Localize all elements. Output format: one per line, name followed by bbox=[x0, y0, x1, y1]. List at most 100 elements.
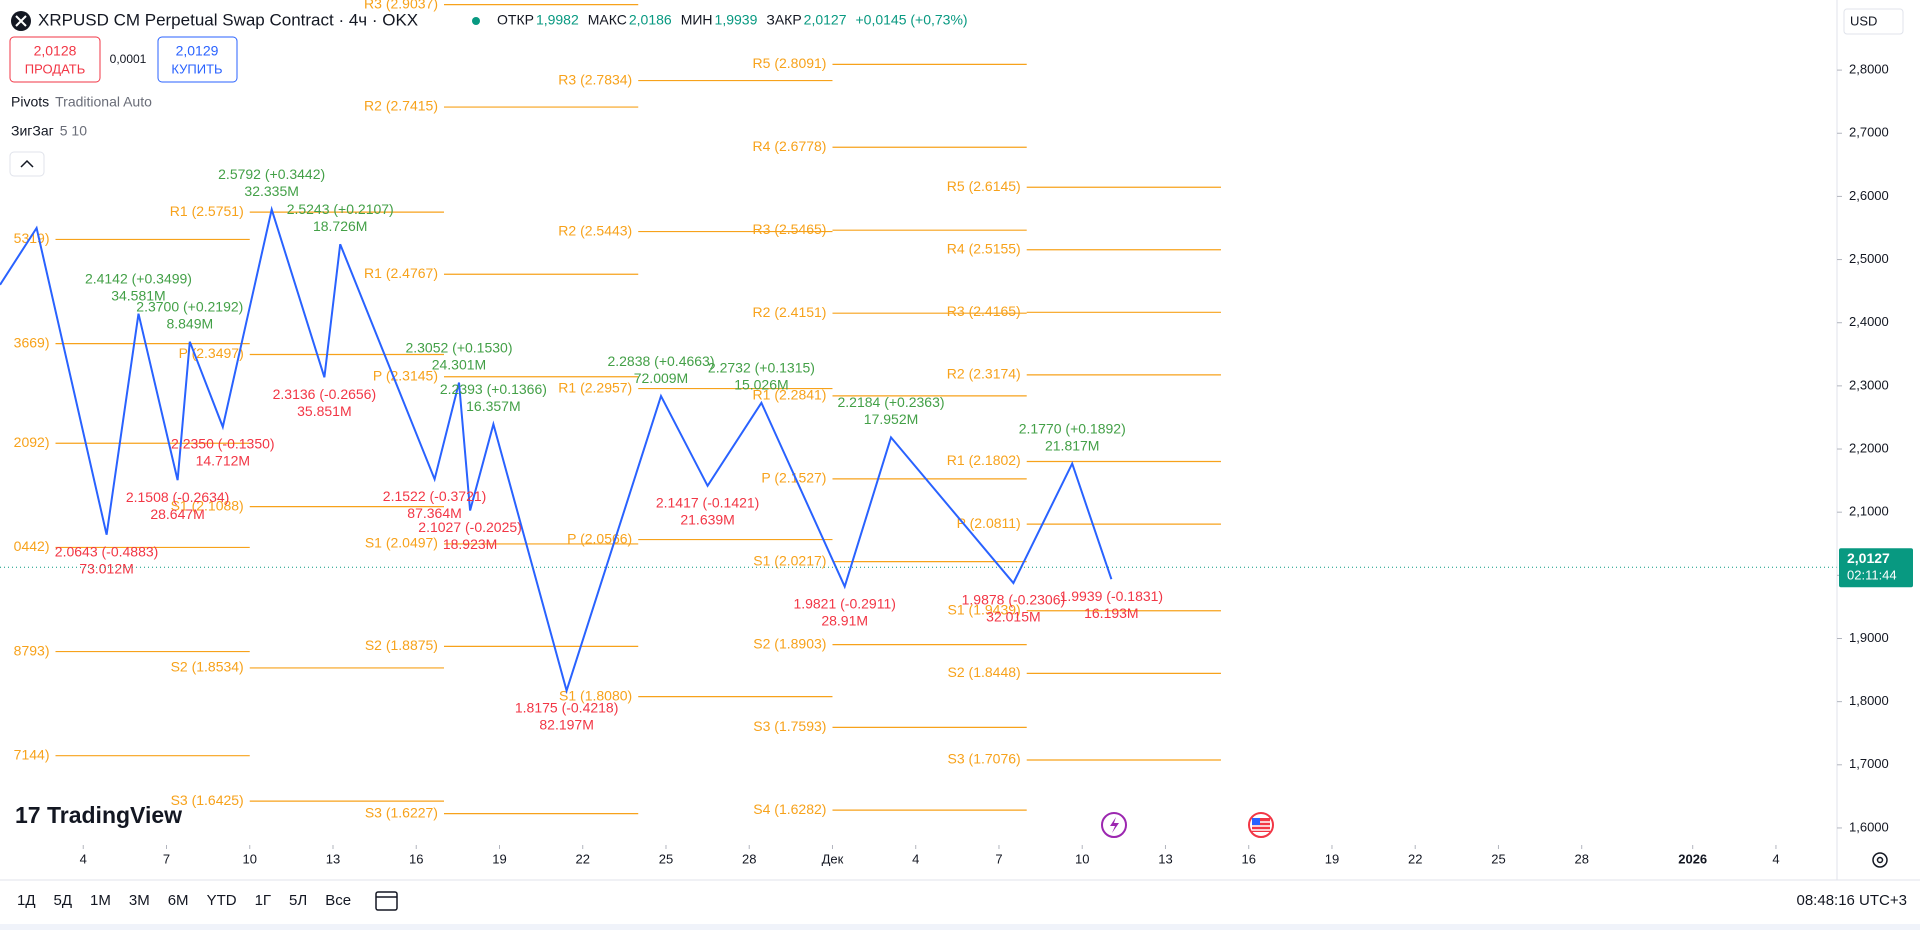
ohlc-value: 2,0127 bbox=[804, 12, 847, 28]
pivot-label: S1 (2.0217) bbox=[753, 552, 826, 568]
calendar-icon[interactable] bbox=[375, 891, 398, 911]
pivot-label: R2 (2.7415) bbox=[364, 98, 438, 114]
zigzag-label: 2.5243 (+0.2107) bbox=[287, 201, 394, 217]
x-tick-label: 13 bbox=[326, 851, 340, 866]
ohlc-value: 2,0186 bbox=[629, 12, 672, 28]
timeframe-button[interactable]: 6М bbox=[168, 892, 189, 909]
x-tick-label: 28 bbox=[1574, 851, 1588, 866]
indicator-name: Pivots bbox=[11, 94, 49, 110]
zigzag-label: 2.3700 (+0.2192) bbox=[136, 298, 243, 314]
zigzag-line bbox=[0, 205, 1113, 695]
zigzag-label: 1.8175 (-0.4218) bbox=[515, 699, 619, 715]
y-tick-label: 2,5000 bbox=[1849, 251, 1889, 266]
zigzag-volume: 18.726M bbox=[313, 218, 367, 234]
y-tick-label: 1,9000 bbox=[1849, 630, 1889, 645]
pivot-label: S2 (1.8875) bbox=[365, 637, 438, 653]
pivot-label: S3 (1.6227) bbox=[365, 804, 438, 820]
zigzag-label: 2.2732 (+0.1315) bbox=[708, 359, 815, 375]
ohlc-label: МИН bbox=[681, 12, 713, 28]
sell-price: 2,0128 bbox=[34, 43, 77, 59]
zigzag-volume: 24.301M bbox=[432, 356, 486, 372]
pivot-label: 0442) bbox=[14, 538, 50, 554]
timeframe-button[interactable]: 1М bbox=[90, 892, 111, 909]
x-tick-label: 22 bbox=[575, 851, 589, 866]
indicator-params: 5 10 bbox=[60, 123, 87, 139]
pivot-label: R1 (2.2957) bbox=[558, 379, 632, 395]
pivot-label: P (2.1527) bbox=[761, 470, 826, 486]
indicator-name: ЗигЗаг bbox=[11, 123, 54, 139]
pivot-label: 7144) bbox=[14, 746, 50, 762]
x-tick-label: 25 bbox=[1491, 851, 1505, 866]
spread: 0,0001 bbox=[110, 52, 147, 66]
x-tick-label: 16 bbox=[1241, 851, 1255, 866]
timeframe-button[interactable]: 1Г bbox=[255, 892, 271, 909]
x-tick-label: 10 bbox=[1075, 851, 1089, 866]
pivot-label: R1 (2.2841) bbox=[753, 387, 827, 403]
timeframe-button[interactable]: 5Л bbox=[289, 892, 307, 909]
y-tick-label: 2,4000 bbox=[1849, 314, 1889, 329]
market-status bbox=[472, 17, 480, 25]
zigzag-label: 1.9821 (-0.2911) bbox=[793, 595, 895, 611]
pivot-label: R4 (2.6778) bbox=[753, 138, 827, 154]
x-tick-label: 7 bbox=[163, 851, 170, 866]
y-tick-label: 2,1000 bbox=[1849, 504, 1889, 519]
pivot-label: R1 (2.4767) bbox=[364, 265, 438, 281]
zigzag-label: 2.2184 (+0.2363) bbox=[838, 394, 945, 410]
zigzag-volume: 34.581M bbox=[111, 287, 165, 303]
ohlc-value: 1,9982 bbox=[536, 12, 579, 28]
overlay: 2,0128 ПРОДАТЬ 0,0001 2,0129 КУПИТЬ USD … bbox=[9, 8, 1904, 911]
x-tick-label: 2026 bbox=[1678, 851, 1707, 866]
currency: USD bbox=[1850, 13, 1877, 28]
pivot-label: S1 (2.1088) bbox=[171, 497, 244, 513]
pivot-label: 3669) bbox=[14, 334, 50, 350]
timeframe-button[interactable]: 5Д bbox=[54, 892, 73, 909]
zigzag-label: 2.2350 (-0.1350) bbox=[171, 436, 275, 452]
currency-box[interactable] bbox=[1843, 8, 1904, 35]
zigzag-volume: 87.364M bbox=[407, 505, 461, 521]
x-tick-label: 4 bbox=[1772, 851, 1779, 866]
last-price-tag bbox=[1839, 548, 1913, 588]
pivot-label: R3 (2.9037) bbox=[364, 0, 438, 11]
clock: 08:48:16 UTC+3 bbox=[1797, 892, 1908, 909]
zigzag-volume: 18.923M bbox=[443, 536, 497, 552]
zigzag-volume: 82.197M bbox=[539, 716, 593, 732]
sell-button[interactable] bbox=[9, 36, 101, 83]
pivot-label: S2 (1.8903) bbox=[753, 635, 826, 651]
collapse-button[interactable] bbox=[9, 151, 45, 177]
symbol-icon-glyph bbox=[15, 15, 27, 27]
pivot-label: R4 (2.5155) bbox=[947, 240, 1021, 256]
bottom-strip bbox=[0, 924, 1920, 930]
zigzag-label: 2.1027 (-0.2025) bbox=[418, 519, 522, 535]
pivot-label: R2 (2.4151) bbox=[753, 304, 827, 320]
timeframe-button[interactable]: YTD bbox=[207, 892, 237, 909]
zigzag-label: 2.5792 (+0.3442) bbox=[218, 166, 325, 182]
zigzag-volume: 35.851M bbox=[297, 403, 351, 419]
pivot-label: S1 (2.0497) bbox=[365, 535, 438, 551]
zigzag-label: 2.1417 (-0.1421) bbox=[656, 495, 760, 511]
timeframe-button[interactable]: 3М bbox=[129, 892, 150, 909]
settings-icon[interactable] bbox=[1872, 852, 1888, 868]
event-icon-glyph bbox=[1110, 817, 1119, 833]
y-tick-label: 2,7000 bbox=[1849, 125, 1889, 140]
x-tick-label: 7 bbox=[995, 851, 1002, 866]
change: +0,0145 (+0,73%) bbox=[856, 12, 968, 28]
y-tick-label: 1,8000 bbox=[1849, 693, 1889, 708]
timeframe-button[interactable]: 1Д bbox=[17, 892, 36, 909]
buy-button[interactable] bbox=[157, 36, 238, 83]
chart-title: XRPUSD CM Perpetual Swap Contract · 4ч ·… bbox=[38, 10, 418, 29]
pivot-label: R2 (2.5443) bbox=[558, 222, 632, 238]
zigzag-label: 2.3136 (-0.2656) bbox=[273, 386, 377, 402]
pivot-label: R1 (2.1802) bbox=[947, 452, 1021, 468]
pivot-label: R5 (2.6145) bbox=[947, 178, 1021, 194]
sell-label: ПРОДАТЬ bbox=[25, 61, 86, 76]
x-tick-label: 28 bbox=[742, 851, 756, 866]
timeframe-button[interactable]: Все bbox=[325, 892, 351, 909]
zigzag-volume: 17.952M bbox=[864, 411, 918, 427]
y-tick-label: 1,6000 bbox=[1849, 819, 1889, 834]
pivot-label: S1 (1.8080) bbox=[559, 687, 632, 703]
y-tick-label: 2,3000 bbox=[1849, 377, 1889, 392]
pivot-label: S3 (1.7593) bbox=[753, 718, 826, 734]
y-tick-label: 2,2000 bbox=[1849, 440, 1889, 455]
zigzag-volume: 16.193M bbox=[1084, 605, 1138, 621]
